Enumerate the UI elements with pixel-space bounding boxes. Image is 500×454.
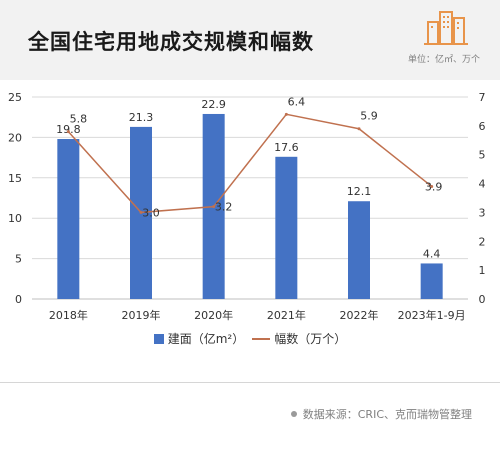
legend-item-line: 幅数（万个）: [252, 330, 346, 347]
right-tick-label: 0: [479, 293, 486, 306]
line-series: 5.8 3.0 3.2 6.4 5.9 3.9: [66, 95, 443, 219]
divider: [0, 382, 500, 383]
right-tick-label: 2: [479, 235, 486, 248]
unit-label: 单位：亿㎡、万个: [407, 55, 480, 65]
bar-data-label: 17.6: [274, 141, 299, 154]
line-data-label: 3.2: [215, 201, 233, 214]
bar-data-label: 22.9: [201, 98, 226, 111]
legend-item-bar: 建面（亿m²）: [153, 330, 245, 347]
right-tick-label: 4: [479, 178, 486, 191]
x-axis-labels: 2018年 2019年 2020年 2021年 2022年 2023年1-9月: [49, 308, 466, 322]
bar-series: 19.8 21.3 22.9 17.6 12.1 4.4: [56, 98, 443, 299]
line-path: [67, 113, 433, 214]
line-data-label: 3.9: [425, 180, 443, 193]
bar: [348, 201, 370, 299]
left-tick-label: 5: [15, 253, 22, 266]
bar-data-label: 12.1: [347, 185, 372, 198]
line-point: [284, 112, 288, 116]
title-bar: 全国住宅用地成交规模和幅数 单位：亿㎡、万个: [0, 0, 500, 80]
right-y-axis: 0 1 2 3 4 5 6 7: [479, 91, 486, 306]
buildings-logo-icon: [424, 11, 468, 45]
line-point: [66, 130, 70, 134]
bar-data-label: 19.8: [56, 123, 81, 136]
bar: [57, 139, 80, 299]
bullet-icon: [290, 411, 297, 417]
left-tick-label: 25: [8, 91, 22, 104]
bar-data-label: 21.3: [129, 111, 154, 124]
right-tick-label: 7: [479, 91, 486, 104]
combo-chart: 0 5 10 15 20 25 0 1 2 3 4 5 6 7 19.8 21.3 22.9 17.6 12.1…: [8, 91, 486, 322]
legend-line-label: 幅数（万个）: [274, 332, 347, 346]
x-tick-label: 2022年: [340, 308, 379, 322]
x-tick-label: 2023年1-9月: [398, 308, 466, 322]
legend: 建面（亿m²） 幅数（万个）: [0, 330, 500, 347]
right-tick-label: 3: [479, 206, 486, 219]
line-data-label: 3.0: [142, 206, 160, 219]
legend-bar-label: 建面（亿m²）: [167, 332, 245, 346]
line-data-label: 6.4: [288, 95, 306, 108]
line-point: [430, 184, 434, 188]
bar: [420, 263, 443, 299]
left-tick-label: 20: [8, 131, 22, 144]
right-tick-label: 6: [479, 120, 486, 133]
left-tick-label: 0: [15, 293, 22, 306]
left-tick-label: 15: [8, 172, 22, 185]
gridlines: [32, 96, 468, 300]
left-tick-label: 10: [8, 212, 22, 225]
legend-line-swatch: [252, 337, 271, 340]
x-tick-label: 2021年: [267, 308, 306, 322]
right-tick-label: 1: [479, 264, 486, 277]
x-tick-label: 2020年: [194, 308, 233, 322]
left-y-axis: 0 5 10 15 20 25: [8, 91, 22, 306]
line-point: [212, 205, 216, 209]
bar-data-label: 4.4: [423, 247, 441, 260]
line-data-label: 5.9: [360, 110, 378, 123]
bar: [275, 156, 298, 299]
line-point: [139, 210, 143, 214]
source-note: 数据来源：CRIC、克而瑞物管整理: [290, 406, 472, 422]
line-data-label: 5.8: [70, 113, 88, 126]
x-tick-label: 2018年: [49, 308, 88, 322]
line-point: [357, 127, 361, 131]
source-text: 数据来源：CRIC、克而瑞物管整理: [302, 408, 472, 421]
x-tick-label: 2019年: [122, 308, 161, 322]
legend-bar-swatch: [153, 333, 164, 344]
chart-title: 全国住宅用地成交规模和幅数: [28, 30, 314, 54]
right-tick-label: 5: [479, 149, 486, 162]
